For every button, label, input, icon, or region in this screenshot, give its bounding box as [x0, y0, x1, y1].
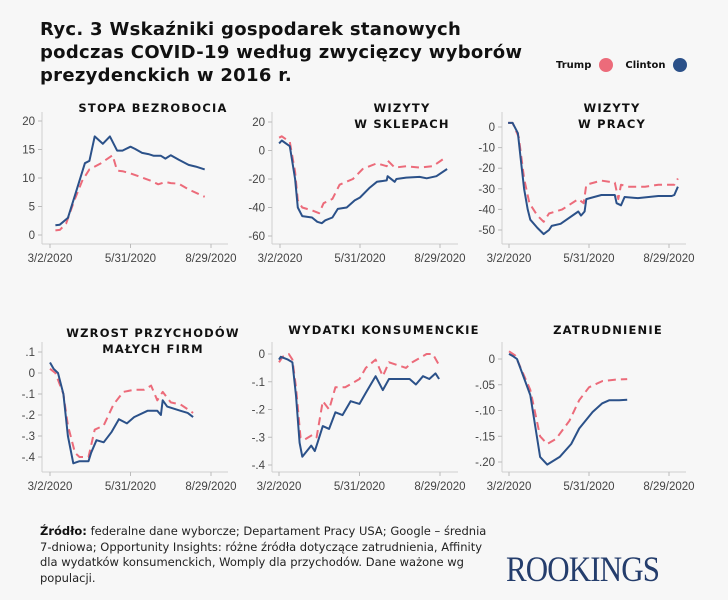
legend-label-trump: Trump: [556, 59, 592, 71]
y-tick-label: -.1: [252, 377, 265, 389]
y-tick-label: -10: [478, 143, 495, 155]
y-tick-label: -.2: [252, 405, 265, 417]
y-tick-label: -.4: [22, 452, 36, 464]
y-tick-label: -.3: [252, 432, 265, 444]
source-label: Źródło:: [40, 524, 87, 538]
title-line: podczas COVID-19 według zwycięzcy wyboró…: [40, 42, 523, 63]
panel-title-workplace-visits: WIZYTY W PRACY: [578, 100, 646, 132]
y-tick-label: .1: [25, 347, 35, 359]
x-tick-label: 3/2/2020: [487, 253, 532, 265]
y-tick-label: -.15: [475, 431, 495, 443]
series-line-trump: [55, 154, 206, 232]
y-tick-label: 10: [22, 173, 35, 185]
panel-title-line: ZATRUDNIENIE: [553, 323, 663, 337]
y-tick-label: -.4: [252, 460, 266, 472]
x-tick-label: 8/29/2020: [414, 481, 465, 493]
y-tick-label: -.10: [475, 406, 495, 418]
panel-title-line: WIZYTY: [583, 101, 641, 115]
brookings-logo: ROOKINGS: [506, 549, 660, 589]
panel-title-line: WIZYTY: [373, 101, 431, 115]
series-line-clinton: [49, 362, 194, 465]
series-line-trump: [508, 350, 628, 445]
series-line-trump: [49, 368, 194, 458]
series-line-trump: [508, 121, 679, 223]
series-line-clinton: [55, 135, 206, 227]
x-tick-label: 3/2/2020: [258, 253, 303, 265]
legend-label-clinton: Clinton: [625, 59, 666, 71]
y-tick-label: -.20: [475, 457, 495, 469]
y-tick-label: -20: [248, 174, 265, 186]
panel-title-employment: ZATRUDNIENIE: [553, 322, 663, 338]
panel-title-line: W SKLEPACH: [354, 117, 450, 131]
x-tick-label: 5/31/2020: [334, 253, 385, 265]
x-tick-label: 8/29/2020: [414, 253, 465, 265]
y-tick-label: 5: [29, 202, 35, 214]
panel-title-line: MAŁYCH FIRM: [102, 342, 204, 356]
x-tick-label: 3/2/2020: [257, 481, 302, 493]
panel-title-small-business: WZROST PRZYCHODÓW MAŁYCH FIRM: [66, 325, 240, 357]
x-tick-label: 3/2/2020: [28, 253, 73, 265]
x-tick-label: 8/29/2020: [185, 481, 236, 493]
y-tick-label: -60: [248, 231, 265, 243]
y-tick-label: 20: [22, 116, 35, 128]
series-line-clinton: [508, 353, 628, 466]
y-tick-label: 0: [259, 146, 265, 158]
series-line-trump: [278, 353, 440, 441]
y-tick-label: -50: [478, 225, 495, 237]
panel-title-line: W PRACY: [577, 117, 647, 131]
y-tick-label: 0: [29, 230, 35, 242]
series-line-clinton: [278, 139, 448, 225]
panel-title-line: STOPA BEZROBOCIA: [78, 101, 228, 115]
x-tick-label: 5/31/2020: [563, 253, 614, 265]
x-tick-label: 5/31/2020: [563, 481, 614, 493]
y-tick-label: -.05: [475, 380, 495, 392]
y-tick-label: 0: [259, 349, 265, 361]
title-line: prezydenckich w 2016 r.: [40, 65, 292, 86]
x-tick-label: 5/31/2020: [105, 481, 156, 493]
panel-title-consumer-spending: WYDATKI KONSUMENCKIE: [288, 322, 479, 338]
panel-title-line: WZROST PRZYCHODÓW: [66, 326, 240, 340]
y-tick-label: 0: [489, 354, 495, 366]
figure-title: Ryc. 3 Wskaźniki gospodarek stanowych po…: [40, 18, 522, 87]
y-tick-label: -20: [478, 163, 495, 175]
x-tick-label: 8/29/2020: [643, 481, 694, 493]
x-tick-label: 3/2/2020: [487, 481, 532, 493]
legend-swatch-clinton: [673, 58, 688, 72]
legend-swatch-trump: [599, 58, 614, 72]
y-tick-label: -.3: [22, 431, 35, 443]
y-tick-label: -40: [248, 203, 265, 215]
series-line-clinton: [278, 355, 440, 458]
title-line: Ryc. 3 Wskaźniki gospodarek stanowych: [40, 19, 462, 40]
series-line-trump: [278, 135, 446, 215]
y-tick-label: -30: [478, 184, 495, 196]
y-tick-label: -40: [478, 204, 495, 216]
series-line-clinton: [508, 121, 679, 236]
y-tick-label: 0: [29, 368, 35, 380]
y-tick-label: -.2: [22, 410, 35, 422]
panel-title-line: WYDATKI KONSUMENCKIE: [288, 323, 480, 337]
panel-title-store-visits: WIZYTY W SKLEPACH: [354, 100, 449, 132]
x-tick-label: 8/29/2020: [643, 253, 694, 265]
y-tick-label: -.1: [22, 389, 35, 401]
source-text: federalne dane wyborcze; Departament Pra…: [40, 524, 487, 585]
y-tick-label: 0: [489, 122, 495, 134]
source-note: Źródło: federalne dane wyborcze; Departa…: [40, 524, 490, 586]
legend: Trump Clinton: [556, 58, 699, 72]
panel-title-unemployment: STOPA BEZROBOCIA: [78, 100, 227, 116]
x-tick-label: 5/31/2020: [105, 253, 156, 265]
x-tick-label: 5/31/2020: [334, 481, 385, 493]
y-tick-label: 15: [22, 145, 35, 157]
y-tick-label: 20: [252, 117, 265, 129]
x-tick-label: 3/2/2020: [28, 481, 73, 493]
x-tick-label: 8/29/2020: [185, 253, 236, 265]
